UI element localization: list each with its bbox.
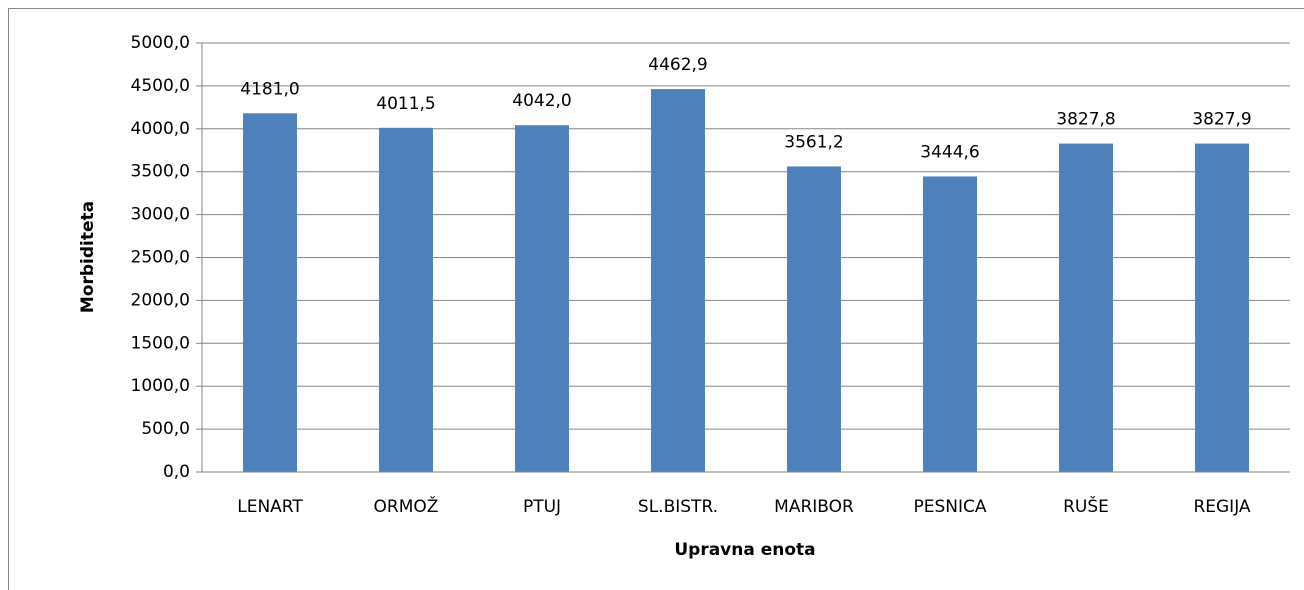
bar xyxy=(243,113,297,472)
y-tick-label: 3500,0 xyxy=(131,162,190,182)
bar xyxy=(1195,143,1249,473)
x-tick-label: LENART xyxy=(237,497,303,517)
y-tick-label: 500,0 xyxy=(141,419,190,439)
x-tick-label: PESNICA xyxy=(913,497,986,517)
y-tick-label: 2500,0 xyxy=(131,248,190,268)
bar xyxy=(923,176,977,473)
data-label: 4181,0 xyxy=(240,79,299,99)
bar xyxy=(1059,143,1113,472)
bar xyxy=(379,127,433,473)
chart-border xyxy=(8,8,1304,590)
data-label: 3827,8 xyxy=(1056,110,1115,130)
data-label: 4042,0 xyxy=(512,91,571,111)
y-tick-label: 1500,0 xyxy=(131,333,190,353)
x-tick-label: PTUJ xyxy=(523,497,561,517)
y-tick-label: 2000,0 xyxy=(131,290,190,310)
y-tick-label: 3000,0 xyxy=(131,205,190,225)
x-tick-label: REGIJA xyxy=(1193,497,1250,517)
y-tick-label: 0,0 xyxy=(163,462,190,482)
bar xyxy=(787,166,841,472)
x-tick-label: MARIBOR xyxy=(774,497,854,517)
data-label: 4462,9 xyxy=(648,55,707,75)
x-tick-label: SL.BISTR. xyxy=(638,497,718,517)
data-label: 4011,5 xyxy=(376,94,435,114)
data-label: 3827,9 xyxy=(1192,110,1251,130)
bar xyxy=(651,89,705,472)
y-tick-label: 4000,0 xyxy=(131,119,190,139)
data-label: 3444,6 xyxy=(920,142,979,162)
x-tick-label: RUŠE xyxy=(1063,495,1109,517)
data-label: 3561,2 xyxy=(784,132,843,152)
bar xyxy=(515,125,569,472)
x-tick-label: ORMOŽ xyxy=(374,495,439,517)
x-axis-title: Upravna enota xyxy=(674,540,815,560)
y-tick-label: 4500,0 xyxy=(131,76,190,96)
y-tick-label: 1000,0 xyxy=(131,376,190,396)
y-tick-label: 5000,0 xyxy=(131,33,190,53)
y-axis-title: Morbiditeta xyxy=(78,201,98,313)
